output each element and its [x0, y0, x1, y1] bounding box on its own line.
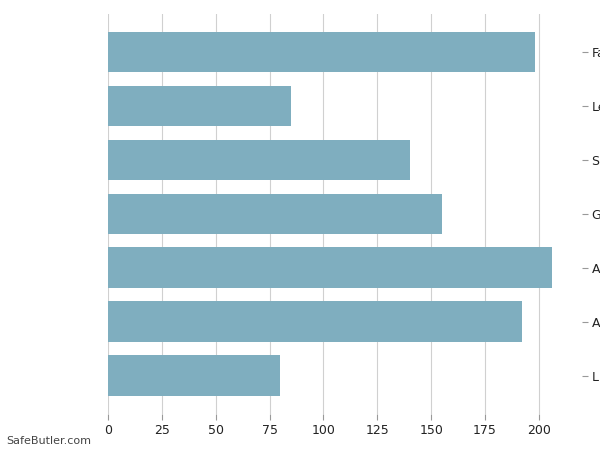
- Text: SafeButler.com: SafeButler.com: [6, 436, 91, 446]
- Bar: [108, 356, 280, 396]
- Bar: [108, 140, 410, 180]
- Bar: [108, 194, 442, 234]
- Bar: [108, 32, 535, 72]
- Bar: [108, 86, 291, 126]
- Bar: [108, 302, 521, 342]
- Bar: [108, 248, 552, 288]
